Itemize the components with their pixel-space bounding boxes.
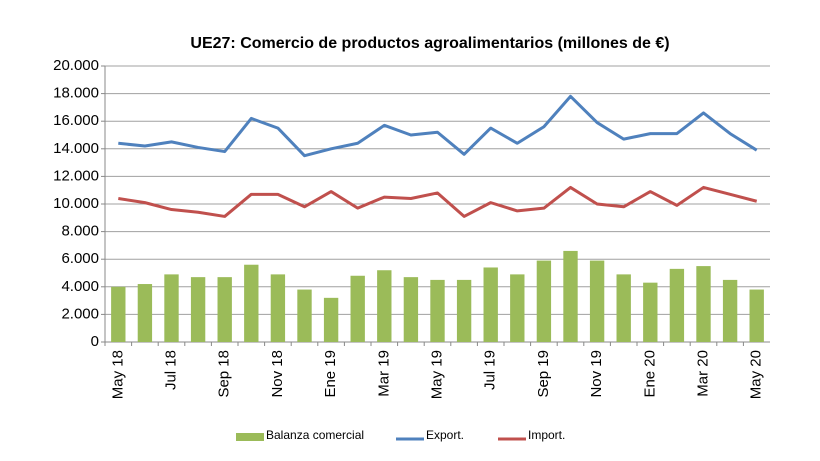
x-tick-label: Ene 19 [322,350,339,398]
x-tick-label: Sep 18 [216,350,233,398]
legend-swatch [236,433,264,441]
bar [643,282,658,342]
x-tick-label: May 18 [109,350,126,399]
bar [297,289,312,342]
y-tick-label: 14.000 [53,140,99,157]
bar [430,279,445,342]
x-tick-label: Mar 20 [694,350,711,397]
bar [270,274,286,342]
legend-label: Import. [528,428,565,442]
bar [111,286,126,342]
y-tick-label: 16.000 [53,112,99,129]
y-tick-label: 18.000 [53,85,99,102]
x-tick-label: Nov 19 [588,350,605,398]
bar [563,250,578,342]
y-tick-label: 8.000 [61,223,99,240]
bar [749,289,764,342]
chart-title: UE27: Comercio de productos agroalimenta… [190,35,669,52]
bar [536,260,552,342]
bar [137,284,153,342]
y-tick-label: 2.000 [61,305,99,322]
y-tick-label: 20.000 [53,57,99,74]
legend-label: Export. [426,428,464,442]
bar [510,274,525,342]
bar [403,277,419,342]
y-tick-label: 12.000 [53,167,99,184]
bar [190,277,206,342]
y-tick-label: 0 [91,333,99,350]
x-tick-label: Jul 19 [482,350,499,390]
bar [722,279,738,342]
x-tick-label: May 19 [428,350,445,399]
bar [164,274,179,342]
bar [696,266,711,342]
bar [669,268,685,342]
line [118,185,758,218]
bar [377,270,392,342]
bar [456,279,472,342]
bar [217,277,232,342]
bar [483,267,498,342]
line [118,94,758,158]
x-tick-label: Nov 18 [269,350,286,398]
x-tick-label: Jul 18 [162,350,179,390]
x-tick-label: May 20 [748,350,765,399]
bar [323,297,339,342]
legend-label: Balanza comercial [266,428,364,442]
x-tick-label: Mar 19 [375,350,392,397]
y-tick-label: 10.000 [53,195,99,212]
bar [350,275,365,342]
x-tick-label: Ene 20 [641,350,658,398]
y-tick-label: 6.000 [61,250,99,267]
bar [589,260,605,342]
x-tick-label: Sep 19 [535,350,552,398]
y-tick-label: 4.000 [61,278,99,295]
bar [616,274,631,342]
bar [244,264,259,342]
